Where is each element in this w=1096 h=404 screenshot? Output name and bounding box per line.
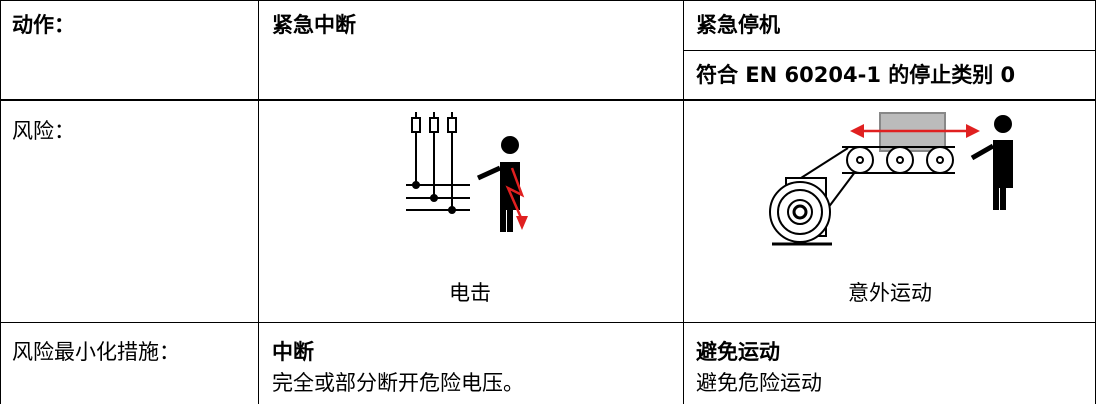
measures-label: 风险最小化措施： [12,340,180,364]
border [0,322,1096,323]
measure-title: 中断 [272,340,314,364]
border [683,0,684,404]
border [0,0,1,404]
risk-caption: 电击 [449,281,491,305]
risk-label: 风险： [12,119,75,143]
header-label: 动作： [12,13,75,37]
measure-title: 避免运动 [696,340,780,364]
border [683,50,1096,51]
header-col3-sub: 符合 EN 60204-1 的停止类别 0 [696,63,1016,87]
border [258,0,259,404]
border [0,0,1096,1]
motion-icon [769,112,1013,246]
measure-text: 避免危险运动 [696,371,822,395]
shock-icon [406,112,528,232]
header-col2: 紧急中断 [272,13,356,37]
risk-caption: 意外运动 [848,281,932,305]
measure-text: 完全或部分断开危险电压。 [272,371,524,395]
header-col3: 紧急停机 [696,13,780,37]
header-border [0,99,1096,101]
